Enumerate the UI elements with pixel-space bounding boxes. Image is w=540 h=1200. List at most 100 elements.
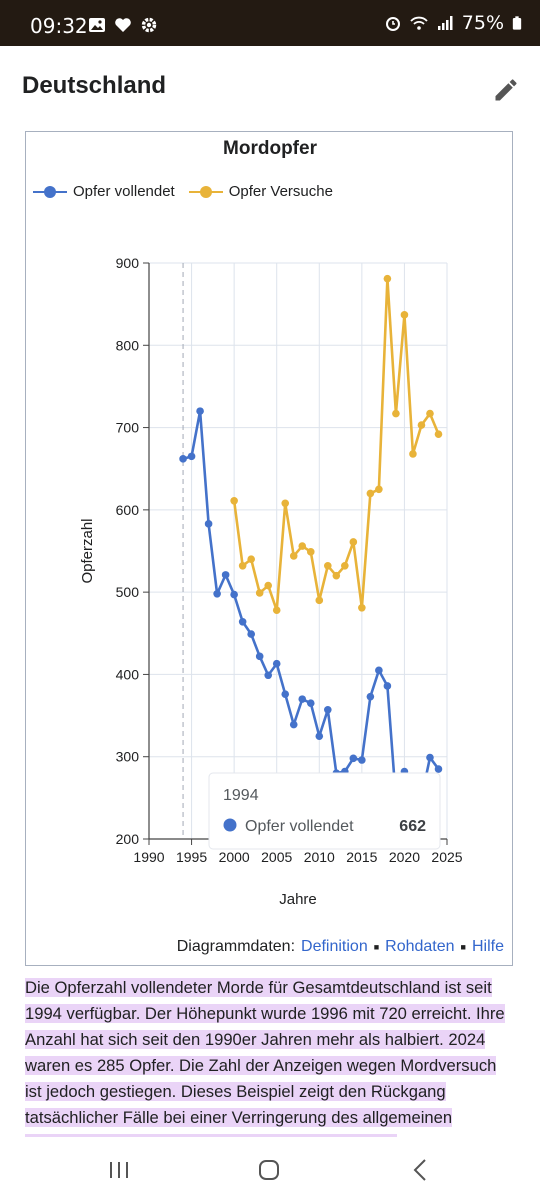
data-point (289, 552, 298, 560)
status-icons-left (88, 16, 158, 34)
y-axis-title: Opferzahl (79, 518, 96, 583)
data-point (324, 706, 332, 714)
rohdaten-link[interactable]: Rohdaten (385, 938, 455, 955)
data-point (434, 765, 443, 773)
legend-marker-vollendet (33, 185, 67, 199)
line-chart: 200 300 400 500 600 700 800 900 1990 1995 2000 2005… (79, 255, 463, 908)
data-point (213, 589, 221, 598)
chart-frame (25, 131, 513, 966)
chart-footer-label: Diagrammdaten: (176, 938, 296, 955)
tooltip-series-name: Opfer vollendet (245, 818, 354, 835)
home-icon[interactable] (256, 1157, 282, 1183)
image-icon (89, 18, 105, 32)
x-tick-label: 2020 (389, 849, 420, 865)
series-line (182, 409, 440, 810)
tooltip-marker (223, 818, 237, 832)
tooltip-value: 662 (399, 818, 426, 835)
wifi-icon (410, 16, 428, 30)
data-point (383, 274, 392, 283)
data-point (409, 450, 417, 458)
data-point (230, 590, 238, 599)
data-point (255, 652, 264, 661)
alarm-icon (385, 17, 400, 31)
highlighted-text: Die Opferzahl vollendeter Morde für Gesa… (25, 978, 505, 1137)
data-point (349, 754, 358, 763)
data-point (272, 606, 281, 615)
data-point (375, 666, 383, 675)
data-point (187, 452, 196, 461)
x-tick-label: 1990 (133, 849, 164, 865)
data-point (281, 499, 290, 508)
data-point (366, 489, 375, 498)
x-tick-label: 1995 (176, 849, 207, 865)
gear-icon (141, 17, 157, 33)
separator: ■ (373, 942, 380, 952)
x-tick-label: 2010 (304, 849, 335, 865)
data-point (426, 753, 434, 762)
chart-legend: Opfer vollendet Opfer Versuche (33, 183, 333, 200)
data-point (264, 581, 273, 590)
data-point (324, 562, 332, 570)
data-point (298, 695, 307, 703)
chart-footer: Diagrammdaten: Definition ■ Rohdaten ■ H… (177, 938, 504, 956)
data-point (417, 421, 426, 429)
data-point (247, 630, 255, 638)
data-point (289, 720, 298, 729)
tooltip-year: 1994 (223, 787, 259, 804)
battery-icon (512, 16, 522, 30)
navigation-bar (0, 1140, 540, 1200)
data-point (315, 596, 324, 605)
back-icon[interactable] (408, 1157, 434, 1183)
data-point (204, 520, 213, 528)
page-title: Deutschland (22, 72, 167, 99)
x-tick-label: 2005 (261, 849, 292, 865)
data-point (298, 542, 307, 550)
y-tick-label: 700 (116, 420, 140, 436)
series-line (232, 277, 440, 612)
data-point (400, 311, 409, 319)
x-tick-label: 2000 (219, 849, 250, 865)
data-point (366, 692, 375, 701)
data-point (238, 617, 247, 626)
data-point (306, 548, 315, 556)
chart-title: Mordopfer (223, 138, 317, 159)
data-point (434, 430, 443, 438)
legend-item-vollendet[interactable]: Opfer vollendet (33, 183, 175, 200)
data-point (255, 589, 264, 597)
data-point (230, 497, 238, 505)
battery-percent: 75% (461, 12, 504, 34)
data-point (332, 571, 341, 580)
y-tick-label: 200 (116, 831, 140, 847)
data-point (264, 671, 273, 680)
recent-apps-icon[interactable] (106, 1157, 132, 1183)
y-tick-label: 500 (116, 584, 140, 600)
data-point (426, 409, 434, 418)
data-point (247, 555, 255, 564)
definition-link[interactable]: Definition (301, 938, 368, 955)
legend-item-versuche[interactable]: Opfer Versuche (188, 183, 333, 200)
legend-marker-versuche (188, 185, 223, 199)
data-point (179, 455, 187, 463)
status-bar: 09:32 75% (0, 0, 540, 46)
x-tick-label: 2015 (346, 849, 377, 865)
status-time: 09:32 (30, 14, 88, 38)
data-point (196, 407, 204, 415)
data-point (383, 682, 392, 690)
status-right: 75% (384, 12, 522, 34)
data-point (392, 409, 400, 418)
y-tick-label: 800 (116, 337, 140, 353)
x-axis-title: Jahre (279, 891, 317, 908)
data-point (272, 659, 281, 668)
tooltip-box (208, 772, 441, 850)
data-point (349, 538, 358, 546)
heart-icon (115, 18, 131, 32)
data-point (341, 562, 349, 570)
signal-icon (437, 16, 453, 30)
pencil-icon[interactable] (492, 76, 520, 104)
y-tick-label: 900 (116, 255, 140, 271)
data-point (358, 603, 366, 612)
data-point (281, 690, 290, 698)
data-point (238, 562, 247, 570)
hilfe-link[interactable]: Hilfe (471, 938, 504, 955)
y-tick-label: 400 (116, 666, 140, 682)
